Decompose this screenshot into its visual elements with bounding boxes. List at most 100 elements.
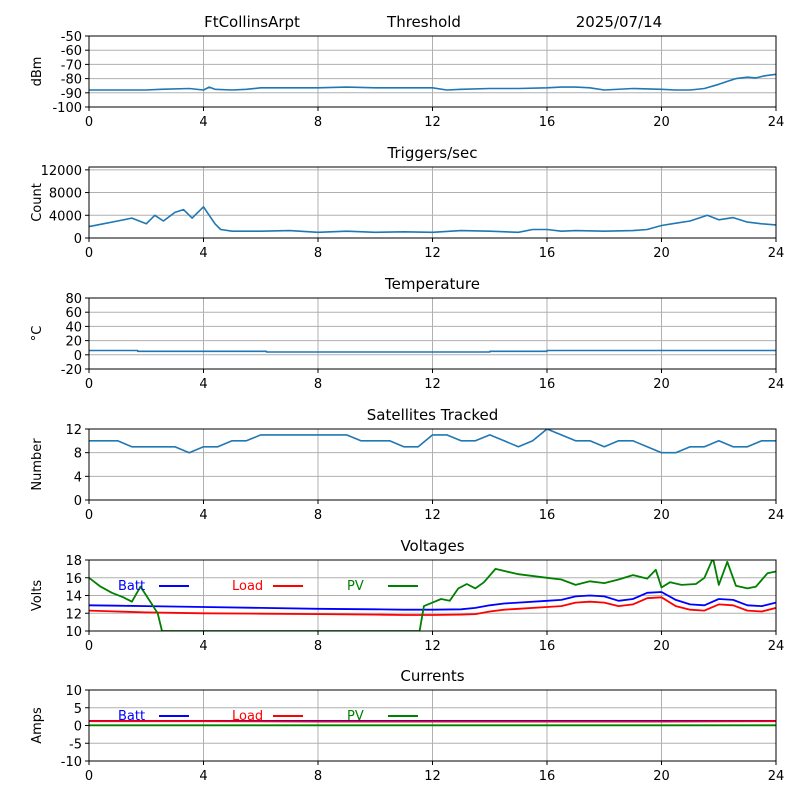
legend-label-load: Load bbox=[232, 579, 263, 594]
panel-title: Temperature bbox=[384, 275, 480, 293]
x-tick-label: 0 bbox=[85, 377, 93, 392]
y-tick-label: 4000 bbox=[49, 209, 82, 224]
x-tick-label: 20 bbox=[653, 115, 670, 130]
panel-triggers: 0 4 8 12 16 20 24 0 4000 8000 12000 Triggers/sec Cou… bbox=[30, 144, 784, 261]
series-line bbox=[89, 206, 776, 234]
legend-label-batt: Batt bbox=[118, 579, 145, 594]
x-tick-label: 12 bbox=[424, 377, 441, 392]
x-tick-label: 8 bbox=[314, 508, 322, 523]
y-tick-label: 8 bbox=[74, 447, 82, 462]
y-axis-title: dBm bbox=[30, 57, 45, 87]
y-tick-label: -60 bbox=[61, 44, 82, 59]
x-tick-label: 16 bbox=[539, 769, 556, 784]
legend-label-pv: PV bbox=[347, 709, 364, 724]
header-date: 2025/07/14 bbox=[576, 13, 662, 31]
x-tick-label: 24 bbox=[768, 377, 785, 392]
panel-satellites: 0 4 8 12 16 20 24 0 4 8 12 Satellites Tracked Number bbox=[30, 406, 784, 523]
y-tick-label: -10 bbox=[61, 755, 82, 770]
x-tick-label: 24 bbox=[768, 246, 785, 261]
x-tick-label: 0 bbox=[85, 508, 93, 523]
x-tick-label: 0 bbox=[85, 246, 93, 261]
x-tick-label: 8 bbox=[314, 769, 322, 784]
x-tick-label: 12 bbox=[424, 508, 441, 523]
x-tick-label: 8 bbox=[314, 639, 322, 654]
x-tick-label: 16 bbox=[539, 377, 556, 392]
panel-title: Voltages bbox=[400, 537, 464, 555]
y-tick-label: 4 bbox=[74, 470, 82, 485]
x-tick-label: 0 bbox=[85, 639, 93, 654]
y-tick-label: -70 bbox=[61, 58, 82, 73]
y-tick-label: -50 bbox=[61, 30, 82, 45]
y-tick-label: 40 bbox=[65, 320, 82, 335]
x-tick-label: 12 bbox=[424, 115, 441, 130]
y-axis-title: Count bbox=[30, 183, 45, 222]
series-line-batt bbox=[89, 591, 776, 611]
panel-title: Triggers/sec bbox=[387, 144, 478, 162]
x-tick-label: 12 bbox=[424, 246, 441, 261]
series-line-pv bbox=[89, 560, 776, 631]
panel-title: Currents bbox=[400, 667, 464, 685]
x-tick-label: 4 bbox=[199, 115, 207, 130]
series-line-load bbox=[89, 596, 776, 616]
y-tick-label: 16 bbox=[65, 572, 82, 587]
series-line bbox=[89, 349, 776, 353]
y-tick-label: -80 bbox=[61, 73, 82, 88]
y-axis-title: Amps bbox=[30, 707, 45, 744]
panel-signal: 0 4 8 12 16 20 24 -100-90-80-70-60-50 dBm bbox=[30, 30, 784, 130]
x-tick-label: 16 bbox=[539, 115, 556, 130]
y-tick-label: 80 bbox=[65, 292, 82, 307]
y-tick-label: 12000 bbox=[41, 164, 82, 179]
panel-title: Satellites Tracked bbox=[367, 406, 498, 424]
header-station: FtCollinsArpt bbox=[204, 13, 300, 31]
x-tick-label: 24 bbox=[768, 508, 785, 523]
y-tick-label: 0 bbox=[74, 494, 82, 509]
y-tick-label: -20 bbox=[61, 363, 82, 378]
x-tick-label: 8 bbox=[314, 115, 322, 130]
legend-label-batt: Batt bbox=[118, 709, 145, 724]
y-tick-label: 14 bbox=[65, 590, 82, 605]
x-tick-label: 20 bbox=[653, 377, 670, 392]
x-tick-label: 20 bbox=[653, 508, 670, 523]
x-tick-label: 8 bbox=[314, 377, 322, 392]
x-tick-label: 0 bbox=[85, 115, 93, 130]
x-tick-label: 12 bbox=[424, 769, 441, 784]
y-tick-label: 0 bbox=[74, 349, 82, 364]
legend-label-pv: PV bbox=[347, 579, 364, 594]
y-tick-label: 12 bbox=[65, 607, 82, 622]
x-tick-label: 24 bbox=[768, 769, 785, 784]
x-tick-label: 20 bbox=[653, 246, 670, 261]
y-tick-label: 60 bbox=[65, 306, 82, 321]
y-tick-label: -90 bbox=[61, 87, 82, 102]
y-tick-label: 10 bbox=[65, 625, 82, 640]
y-tick-label: 18 bbox=[65, 554, 82, 569]
legend-label-load: Load bbox=[232, 709, 263, 724]
y-tick-label: 0 bbox=[74, 720, 82, 735]
y-tick-label: 12 bbox=[65, 423, 82, 438]
y-axis-title: Volts bbox=[30, 580, 45, 612]
series-line bbox=[89, 429, 776, 454]
panel-voltages: 0 4 8 12 16 20 24 10 12 14 16 18 Voltages Volts Batt Lo… bbox=[30, 537, 784, 654]
x-tick-label: 4 bbox=[199, 377, 207, 392]
series-line bbox=[89, 73, 776, 91]
x-tick-label: 20 bbox=[653, 639, 670, 654]
x-tick-label: 16 bbox=[539, 246, 556, 261]
x-tick-label: 0 bbox=[85, 769, 93, 784]
y-axis-title: °C bbox=[30, 326, 45, 342]
y-tick-label: 0 bbox=[74, 232, 82, 247]
panel-currents: 0 4 8 12 16 20 24 -10 -5 0 5 10 Currents Amps Batt Load… bbox=[30, 667, 784, 784]
y-tick-label: 8000 bbox=[49, 187, 82, 202]
y-tick-label: -5 bbox=[69, 737, 82, 752]
x-tick-label: 4 bbox=[199, 639, 207, 654]
y-axis-title: Number bbox=[30, 438, 45, 491]
y-tick-label: -100 bbox=[52, 101, 82, 116]
x-tick-label: 16 bbox=[539, 639, 556, 654]
x-tick-label: 16 bbox=[539, 508, 556, 523]
y-tick-label: 10 bbox=[65, 684, 82, 699]
y-tick-label: 20 bbox=[65, 335, 82, 350]
x-tick-label: 4 bbox=[199, 769, 207, 784]
x-tick-label: 20 bbox=[653, 769, 670, 784]
x-tick-label: 4 bbox=[199, 508, 207, 523]
